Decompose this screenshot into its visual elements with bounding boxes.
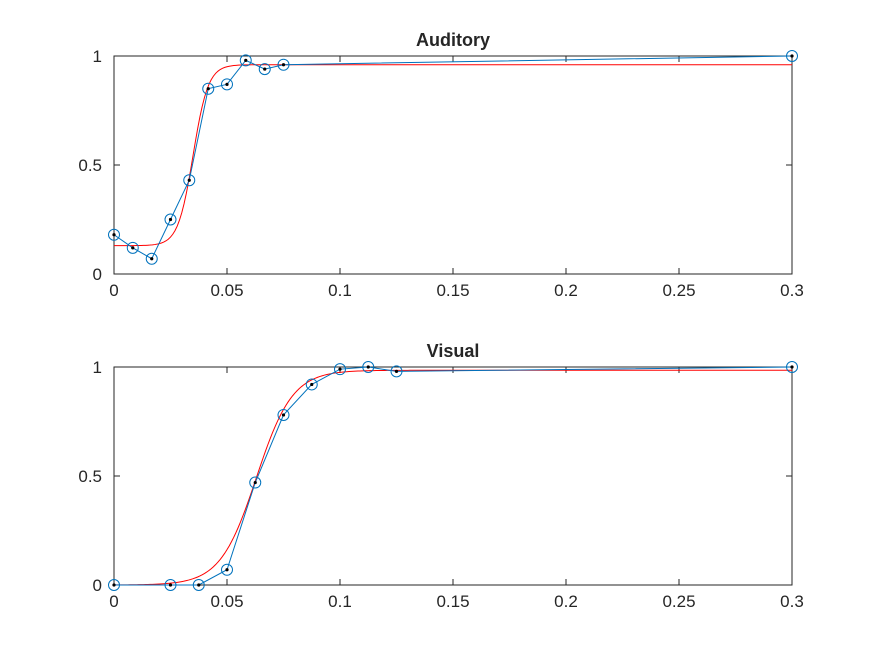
visual-fit-curve [113, 369, 792, 586]
visual-data-dot [790, 365, 794, 369]
auditory-data-dot [263, 67, 267, 71]
visual-xtick-label: 0.2 [554, 592, 578, 611]
auditory-xtick-label: 0.1 [328, 281, 352, 300]
auditory-data-marker [145, 252, 158, 265]
visual-data-marker [362, 361, 375, 373]
visual-ytick-label: 0.5 [78, 467, 102, 486]
auditory-data-marker [126, 241, 139, 254]
visual-data-marker [164, 579, 177, 591]
auditory-data-dot [168, 217, 173, 222]
visual-ytick-label: 0 [93, 576, 102, 595]
auditory-data-dot [225, 82, 229, 86]
auditory-data-dot [112, 233, 116, 237]
visual-data-marker [192, 579, 205, 591]
auditory-data-dot [187, 178, 191, 182]
visual-data-marker [305, 378, 318, 391]
auditory-xtick-label: 0.05 [210, 281, 243, 300]
auditory-data-dot [131, 246, 135, 250]
visual-xtick-label: 0 [109, 592, 118, 611]
visual-data-dot [225, 568, 229, 572]
visual-data-marker [277, 408, 290, 421]
auditory-ytick-label: 0.5 [78, 156, 102, 175]
auditory-fit-curve [113, 64, 792, 247]
visual-data-marker [249, 476, 262, 489]
visual-xtick-label: 0.1 [328, 592, 352, 611]
auditory-data-marker [277, 58, 290, 71]
visual-data-dot [366, 365, 370, 369]
visual-ytick-label: 1 [93, 358, 102, 377]
auditory-data-dot [281, 63, 286, 67]
visual-xtick-label: 0.25 [662, 592, 695, 611]
visual-data-marker [786, 361, 798, 373]
auditory-data-dot [244, 58, 248, 62]
visual-data-dot [197, 583, 201, 587]
auditory-xtick-label: 0.15 [436, 281, 469, 300]
visual-data-line [114, 366, 793, 586]
visual-data-marker [108, 579, 120, 591]
auditory-data-marker [164, 213, 177, 226]
visual-xtick-label: 0.05 [210, 592, 243, 611]
visual-title: Visual [427, 341, 480, 361]
auditory-data-line [113, 55, 793, 260]
auditory-data-marker [202, 82, 215, 95]
visual-data-dot [310, 382, 314, 387]
auditory-ytick-label: 0 [93, 265, 102, 284]
visual-panel: 0 0.05 0.1 0.15 0.2 0.25 0.3 0 0.5 1 Visual [78, 341, 803, 611]
visual-data-dot [253, 480, 257, 485]
visual-xtick-label: 0.3 [780, 592, 804, 611]
auditory-ytick-label: 1 [93, 47, 102, 66]
visual-data-dot [281, 413, 286, 417]
auditory-data-marker [108, 228, 120, 241]
visual-data-marker [390, 365, 403, 378]
auditory-data-marker [258, 63, 271, 76]
auditory-data-dot [206, 87, 210, 91]
visual-xtick-label: 0.15 [436, 592, 469, 611]
auditory-xtick-label: 0.25 [662, 281, 695, 300]
visual-data-dot [112, 583, 116, 587]
auditory-title: Auditory [416, 30, 490, 50]
visual-data-marker [334, 363, 346, 376]
auditory-data-marker [221, 78, 233, 91]
auditory-data-dot [790, 54, 794, 58]
auditory-panel: 0 0.05 0.1 0.15 0.2 0.25 0.3 0 0.5 1 Auditory [78, 30, 803, 300]
auditory-xtick-label: 0.3 [780, 281, 804, 300]
visual-data-dot [394, 369, 399, 373]
visual-data-dot [338, 367, 342, 371]
visual-data-dot [168, 583, 173, 587]
auditory-data-marker [183, 174, 196, 187]
auditory-axes-box [113, 55, 793, 275]
auditory-xtick-label: 0.2 [554, 281, 578, 300]
visual-data-marker [221, 563, 233, 576]
auditory-data-marker [786, 50, 798, 62]
auditory-xtick-label: 0 [109, 281, 118, 300]
visual-axes-box [113, 366, 793, 586]
auditory-data-dot [150, 257, 154, 261]
auditory-data-marker [239, 54, 252, 67]
